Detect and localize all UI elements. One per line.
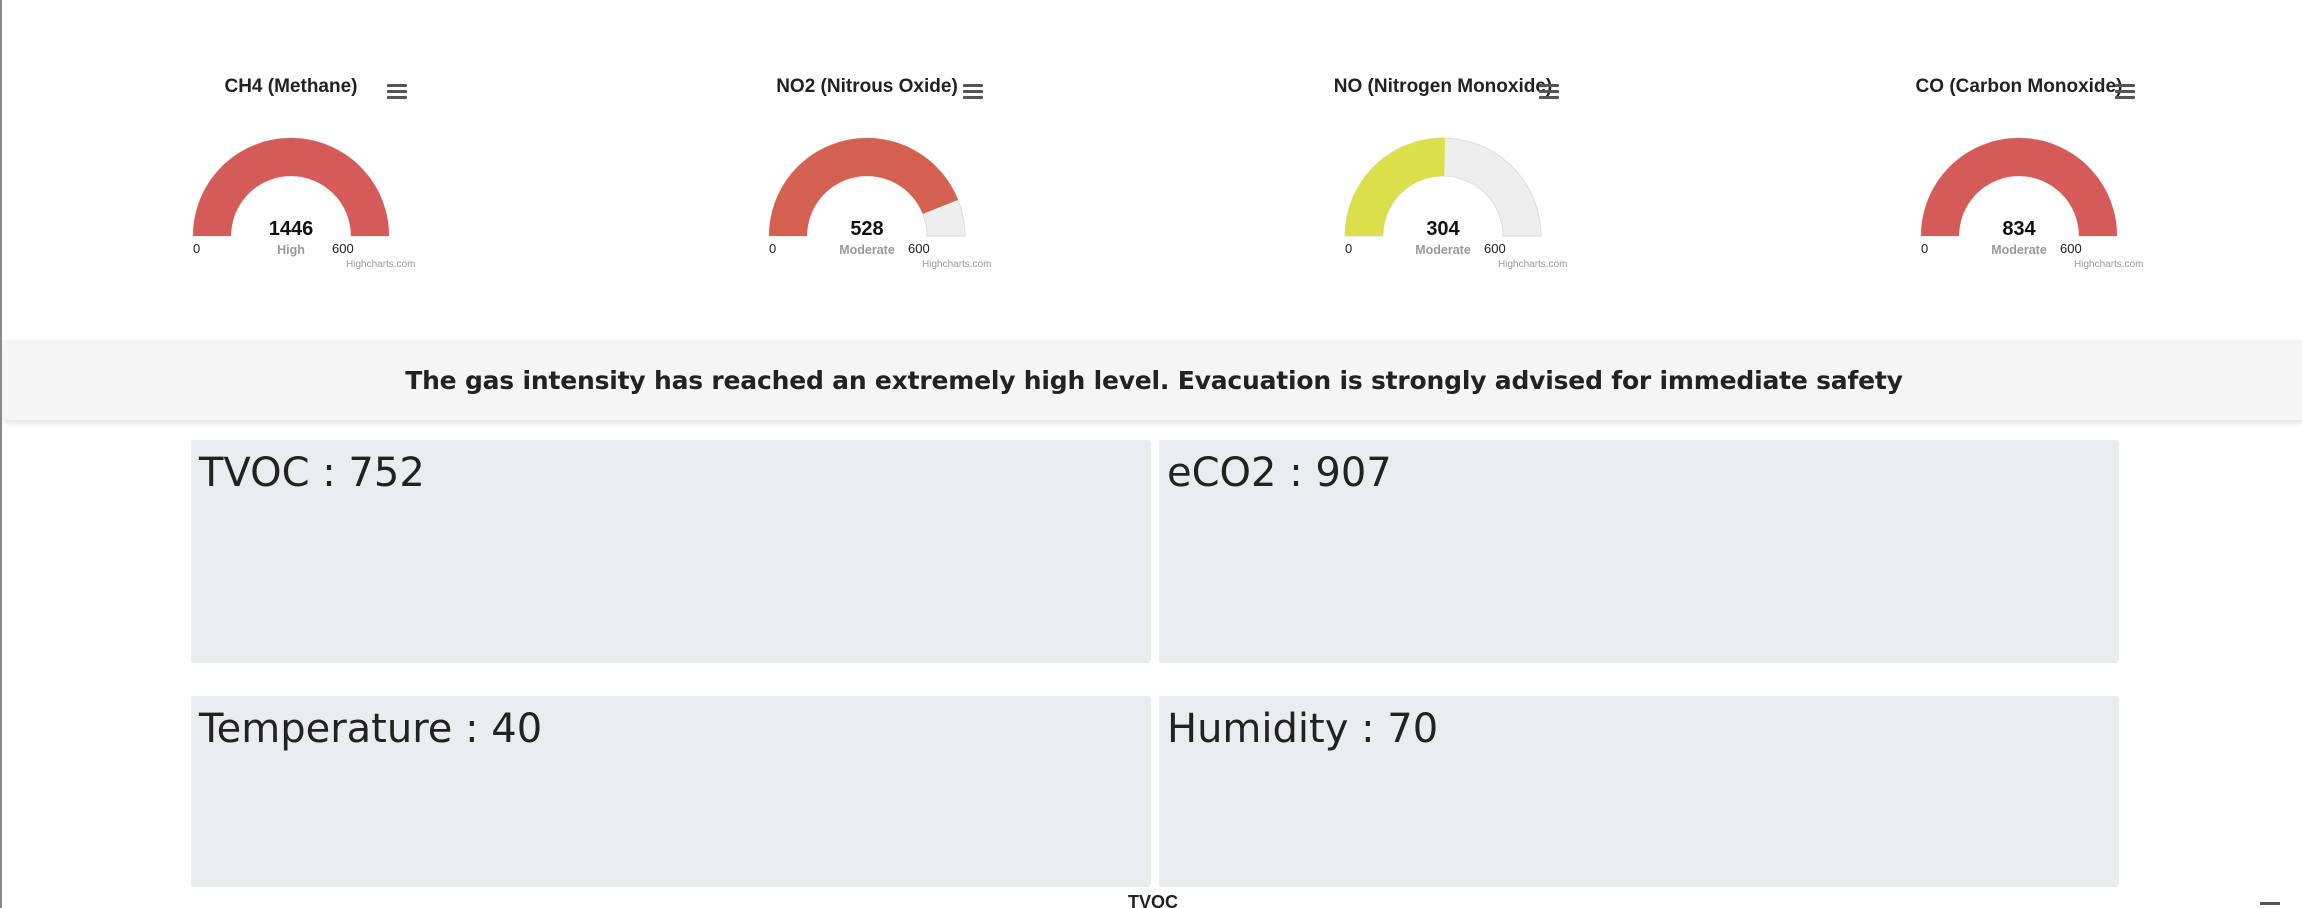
gauge-title: CH4 (Methane) [224, 76, 358, 97]
humidity-card: Humidity : 70 [1159, 696, 2119, 887]
gauge-arc [192, 137, 390, 237]
gauge-title: NO2 (Nitrous Oxide) [776, 76, 958, 97]
gauge-value: 304 [1426, 218, 1460, 240]
gauge-title: CO (Carbon Monoxide) [1915, 76, 2123, 97]
humidity-value: Humidity : 70 [1167, 706, 1439, 752]
gauge-fill [769, 137, 959, 236]
gauge-fill [1345, 138, 1446, 236]
temperature-value: Temperature : 40 [199, 706, 543, 752]
hamburger-menu-icon[interactable] [2260, 902, 2280, 908]
temperature-card: Temperature : 40 [191, 696, 1151, 887]
gauge-co: CO (Carbon Monoxide) 834 Moderate 0 600 … [1901, 60, 2201, 300]
highcharts-credits-link[interactable]: Highcharts.com [2074, 259, 2144, 270]
gauge-fill [193, 138, 389, 236]
gauge-arc [1920, 137, 2118, 237]
highcharts-credits-link[interactable]: Highcharts.com [1498, 259, 1568, 270]
gauge-min-label: 0 [1921, 241, 1929, 256]
gauges-row: CH4 (Methane) 1446 High 0 600 Highcharts… [2, 0, 2302, 340]
gauge-title: NO (Nitrogen Monoxide) [1333, 76, 1553, 97]
gauge-max-label: 600 [332, 241, 354, 256]
tvoc-card: TVOC : 752 [191, 440, 1151, 663]
gauge-value: 1446 [268, 218, 314, 240]
gauge-max-label: 600 [908, 241, 930, 256]
gauge-fill [1921, 138, 2117, 236]
eco2-card: eCO2 : 907 [1159, 440, 2119, 663]
highcharts-credits-link[interactable]: Highcharts.com [922, 259, 992, 270]
gauge-value: 528 [850, 218, 884, 240]
gauge-level: Moderate [1991, 243, 2047, 257]
gauge-min-label: 0 [193, 241, 201, 256]
tvoc-chart-title: TVOC [1128, 892, 1179, 908]
gauge-no: NO (Nitrogen Monoxide) 304 Moderate 0 60… [1325, 60, 1625, 300]
hamburger-menu-icon[interactable] [387, 84, 407, 100]
gauge-arc [768, 137, 966, 237]
gauge-max-label: 600 [2060, 241, 2082, 256]
gauge-level: High [277, 243, 305, 257]
gauge-level: Moderate [839, 243, 895, 257]
tvoc-value: TVOC : 752 [199, 450, 425, 496]
gauge-value: 834 [2002, 218, 2036, 240]
eco2-value: eCO2 : 907 [1167, 450, 1392, 496]
gauge-min-label: 0 [1345, 241, 1353, 256]
hamburger-menu-icon[interactable] [1539, 84, 1559, 100]
gauge-no2: NO2 (Nitrous Oxide) 528 Moderate 0 600 H… [749, 60, 1049, 300]
gauge-max-label: 600 [1484, 241, 1506, 256]
gauge-level: Moderate [1415, 243, 1471, 257]
gauge-min-label: 0 [769, 241, 777, 256]
highcharts-credits-link[interactable]: Highcharts.com [346, 259, 416, 270]
gauge-ch4: CH4 (Methane) 1446 High 0 600 Highcharts… [173, 60, 473, 300]
hamburger-menu-icon[interactable] [2115, 84, 2135, 100]
alert-message: The gas intensity has reached an extreme… [405, 365, 1903, 395]
gauge-arc [1344, 137, 1542, 237]
hamburger-menu-icon[interactable] [963, 84, 983, 100]
alert-banner: The gas intensity has reached an extreme… [4, 340, 2302, 420]
